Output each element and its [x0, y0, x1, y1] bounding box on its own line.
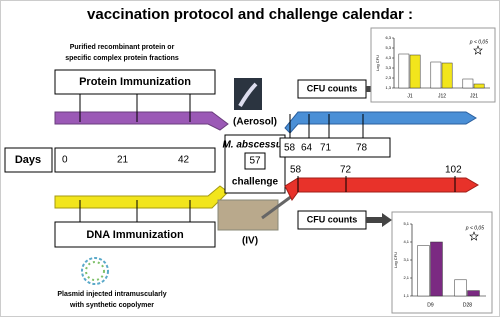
inset-bar [467, 290, 480, 297]
challenge-label: challenge [232, 177, 279, 188]
inset-tick-label: 4,3 [385, 55, 391, 60]
protein-label: Protein Immunization [79, 76, 191, 88]
protein-timeline [54, 111, 229, 131]
inset-bar [441, 62, 453, 89]
aerosol-timeline [284, 111, 477, 134]
days-box [4, 147, 53, 173]
challenge-day-box [244, 152, 266, 170]
inset-tick-label: 4,1 [403, 239, 409, 244]
inset-bar [430, 241, 443, 297]
challenge-day: 57 [249, 156, 261, 167]
day: 64 [301, 143, 313, 154]
inset-bar [462, 78, 474, 89]
inset-tick-label: 5,3 [385, 45, 391, 50]
inset-category: J1 [407, 93, 413, 99]
day: 21 [117, 155, 129, 166]
inset-tick-label: 2,3 [385, 75, 391, 80]
inset-bar [417, 245, 430, 297]
day: 72 [340, 165, 352, 176]
inset-tick-label: 5,1 [403, 221, 409, 226]
significance-star [469, 231, 479, 241]
inset-tick-label: 3,3 [385, 65, 391, 70]
aerosol-spray [238, 82, 258, 107]
mouse-photo [217, 199, 279, 231]
days-values-box [54, 147, 216, 173]
cfu-label: CFU counts [307, 214, 358, 224]
protein-note: specific complex protein fractions [65, 55, 179, 62]
organism: M. abscessus [222, 140, 287, 151]
inset-annotation: p < 0,05 [469, 39, 488, 45]
protein-note: Purified recombinant protein or [70, 44, 175, 51]
dna-arrows [79, 200, 191, 222]
title: vaccination protocol and challenge calen… [87, 6, 413, 23]
inset-y-label: Log CFU [393, 252, 398, 268]
inset-tick-label: 1,3 [385, 85, 391, 90]
inset-y-label: Log CFU [375, 55, 380, 71]
aerosol-arrows [289, 114, 364, 138]
aerosol-label: (Aerosol) [233, 117, 277, 128]
protein-arrows [79, 94, 191, 122]
day: 102 [445, 165, 462, 176]
day: 42 [178, 155, 190, 166]
inset-bar [454, 279, 467, 297]
day: 58 [284, 143, 296, 154]
inset-bar [473, 83, 485, 89]
day: 0 [62, 155, 68, 166]
inset-bar [430, 61, 442, 89]
day: 58 [290, 165, 302, 176]
iv-timeline [284, 177, 479, 201]
cfu-label: CFU counts [307, 83, 358, 93]
significance-star [473, 45, 483, 55]
plasmid-icon [81, 257, 109, 285]
inset-tick-label: 2,1 [403, 275, 409, 280]
days-label: Days [15, 154, 41, 166]
aerosol-days-box [279, 137, 391, 158]
iv-arrows [297, 176, 456, 192]
protein-box [54, 69, 216, 95]
inset-tick-label: 6,3 [385, 35, 391, 40]
cfu-arrow [366, 213, 392, 227]
inset-category: D9 [427, 302, 434, 308]
inset-tick-label: 3,1 [403, 257, 409, 262]
day: 78 [356, 143, 368, 154]
dna-label: DNA Immunization [86, 229, 184, 241]
inset-category: J12 [438, 93, 446, 99]
dna-box [54, 221, 216, 248]
inset-bar [409, 54, 421, 89]
syringe [261, 194, 293, 220]
inset-category: J21 [470, 93, 478, 99]
inset-bar [398, 53, 410, 89]
dna-note: with synthetic copolymer [69, 302, 154, 309]
day: 71 [320, 143, 332, 154]
inset-category: D28 [463, 302, 472, 308]
inset-annotation: p < 0,05 [465, 225, 484, 231]
dna-note: Plasmid injected intramuscularly [57, 291, 166, 298]
inset-tick-label: 1,1 [403, 293, 409, 298]
iv-label: (IV) [242, 236, 258, 247]
